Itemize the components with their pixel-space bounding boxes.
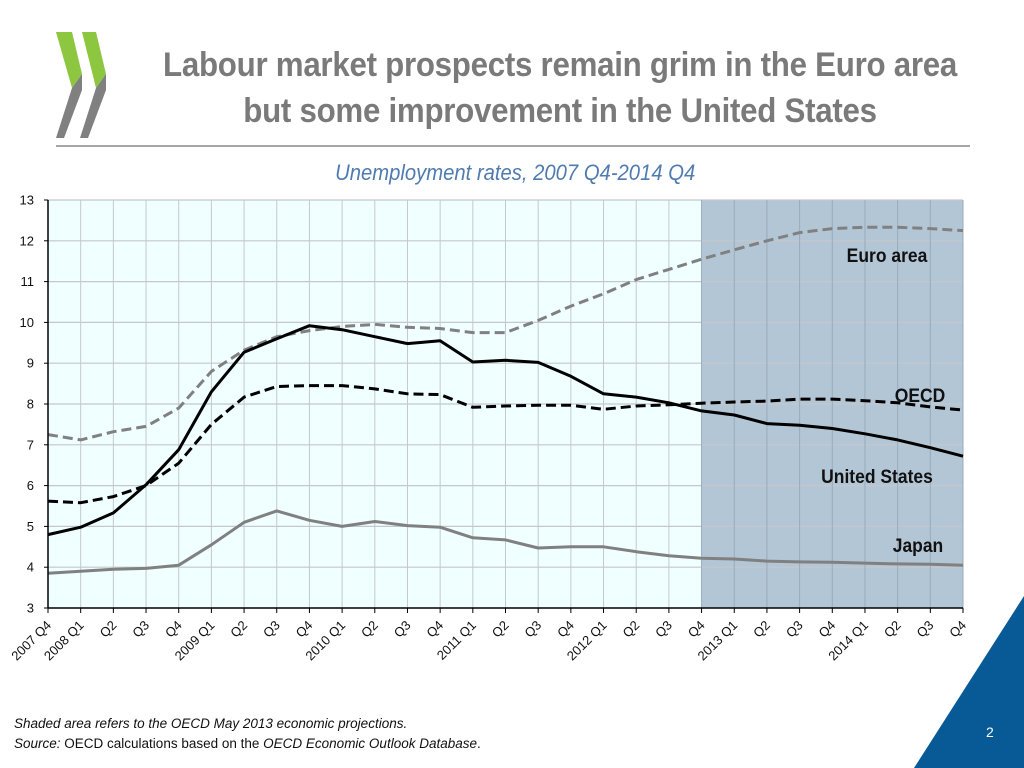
y-tick-label: 10 <box>20 315 34 330</box>
corner-triangle-decoration <box>914 596 1024 768</box>
y-tick-label: 9 <box>27 356 34 371</box>
x-tick-label: Q2 <box>619 618 642 641</box>
series-label-united-states: United States <box>821 465 933 487</box>
x-tick-label: Q3 <box>391 618 414 641</box>
title-line-1: Labour market prospects remain grim in t… <box>163 46 957 84</box>
x-tick-label: Q4 <box>685 618 708 641</box>
y-tick-label: 3 <box>27 601 34 616</box>
page-number: 2 <box>986 724 994 740</box>
x-tick-label: Q2 <box>489 618 512 641</box>
x-tick-label: Q3 <box>521 618 544 641</box>
series-label-japan: Japan <box>893 534 944 556</box>
footnote: Shaded area refers to the OECD May 2013 … <box>14 714 481 754</box>
x-tick-label: Q4 <box>162 618 185 641</box>
y-tick-label: 11 <box>21 274 35 289</box>
source-note: Source: OECD calculations based on the O… <box>14 736 481 751</box>
page-title: Labour market prospects remain grim in t… <box>155 42 965 134</box>
y-tick-label: 7 <box>27 437 34 452</box>
x-tick-label: Q3 <box>129 618 152 641</box>
logo-chevron-right-green <box>82 32 106 88</box>
oecd-logo-icon <box>56 32 106 138</box>
series-line-euro-area <box>47 225 964 442</box>
logo-chevron-right-grey <box>80 74 106 138</box>
logo-chevron-left-grey <box>56 74 82 138</box>
series-line-oecd <box>47 384 964 505</box>
y-tick-label: 8 <box>27 397 34 412</box>
x-tick-label: Q2 <box>358 618 381 641</box>
title-line-2: but some improvement in the United State… <box>243 92 877 130</box>
series-line-japan <box>47 509 964 575</box>
x-tick-label: Q4 <box>554 618 577 641</box>
series-label-oecd: OECD <box>895 384 945 406</box>
x-tick-label: Q4 <box>423 618 446 641</box>
x-tick-label: Q2 <box>227 618 250 641</box>
series-line-united-states <box>47 324 964 537</box>
x-tick-label: Q2 <box>881 618 904 641</box>
y-tick-label: 4 <box>27 560 34 575</box>
x-tick-label: Q4 <box>816 618 839 641</box>
shaded-area-note: Shaded area refers to the OECD May 2013 … <box>14 716 408 731</box>
x-tick-label: Q3 <box>783 618 806 641</box>
x-tick-label: Q3 <box>652 618 675 641</box>
y-tick-label: 12 <box>20 233 34 248</box>
y-tick-label: 6 <box>27 478 34 493</box>
x-tick-label: Q2 <box>750 618 773 641</box>
y-tick-label: 5 <box>27 519 34 534</box>
x-tick-label: Q2 <box>97 618 120 641</box>
x-tick-label: Q3 <box>260 618 283 641</box>
logo-chevron-left-green <box>56 32 82 88</box>
series-label-euro-area: Euro area <box>847 244 928 266</box>
x-tick-label: Q4 <box>293 618 316 641</box>
title-divider <box>56 145 970 147</box>
y-tick-label: 13 <box>20 193 34 208</box>
chart-title: Unemployment rates, 2007 Q4-2014 Q4 <box>335 160 696 185</box>
